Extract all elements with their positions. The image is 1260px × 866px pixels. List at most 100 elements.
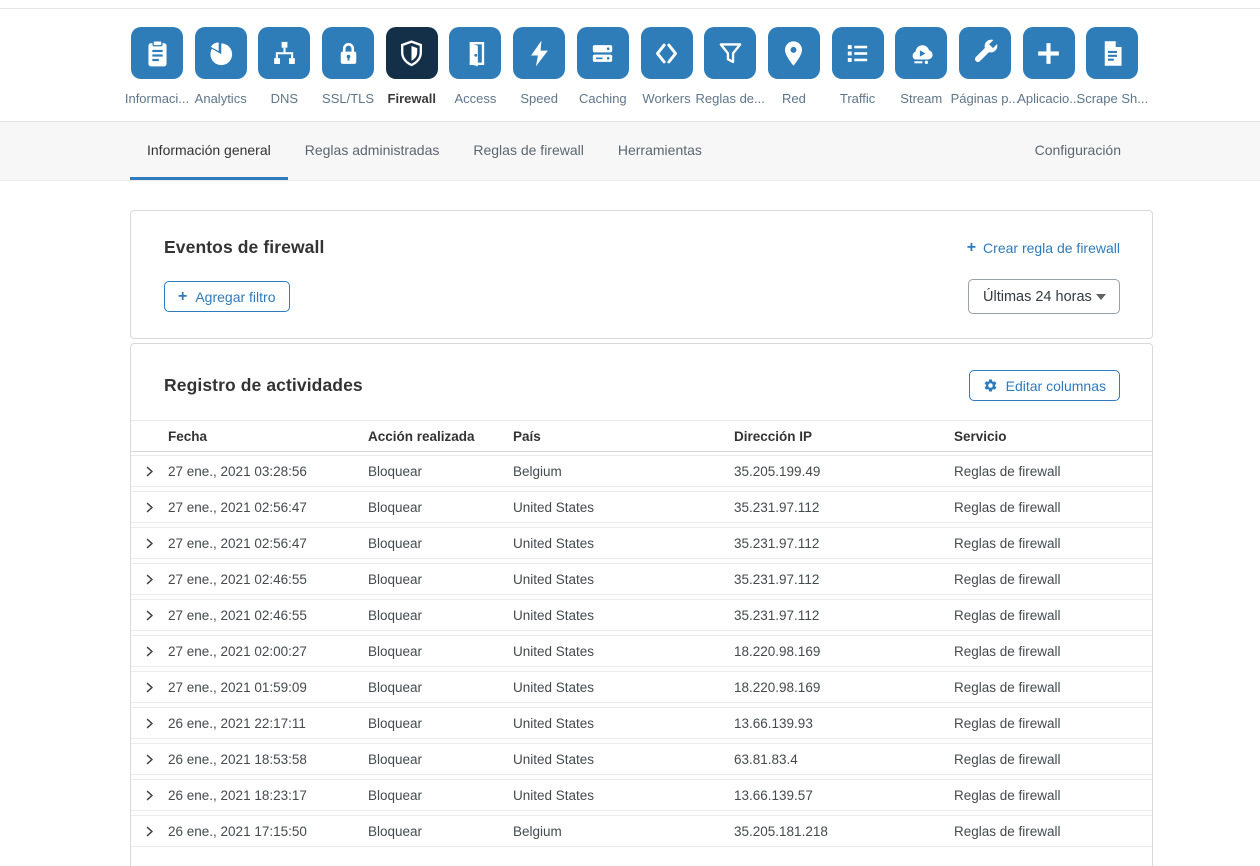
expander-cell: [131, 749, 168, 769]
tab-reglas-de-firewall[interactable]: Reglas de firewall: [456, 122, 601, 180]
expand-row-icon[interactable]: [140, 677, 160, 697]
time-range-dropdown[interactable]: Últimas 24 horas: [968, 279, 1120, 314]
edit-columns-button[interactable]: Editar columnas: [968, 370, 1120, 401]
nav-item-network[interactable]: Red: [767, 27, 820, 121]
cell-accion: Bloquear: [368, 823, 423, 839]
expander-cell: [131, 533, 168, 553]
cell-accion: Bloquear: [368, 499, 423, 515]
gear-icon: [983, 378, 998, 393]
cell-accion: Bloquear: [368, 643, 423, 659]
expand-row-icon[interactable]: [140, 605, 160, 625]
cell-servicio: Reglas de firewall: [954, 643, 1061, 659]
shield-icon: [385, 27, 438, 79]
cell-servicio: Reglas de firewall: [954, 679, 1061, 695]
app-nav: Informaci... Analytics DNS SSL/TLS Firewall A…: [0, 9, 1260, 121]
expand-row-icon[interactable]: [140, 713, 160, 733]
cell-accion: Bloquear: [368, 571, 423, 587]
table-row: 26 ene., 2021 18:53:58 Bloquear United Sta…: [131, 743, 1152, 775]
door-icon: [449, 27, 502, 79]
tab-configuracion[interactable]: Configuración: [1018, 122, 1138, 180]
cell-ip: 35.205.181.218: [734, 823, 828, 839]
nav-item-speed[interactable]: Speed: [513, 27, 566, 121]
nav-item-access[interactable]: Access: [449, 27, 502, 121]
nav-item-overview[interactable]: Informaci...: [125, 27, 189, 121]
nav-item-traffic[interactable]: Traffic: [831, 27, 884, 121]
table-row: 26 ene., 2021 22:17:11 Bloquear United Sta…: [131, 707, 1152, 739]
tab-informacion-general[interactable]: Información general: [130, 122, 288, 180]
expand-row-icon[interactable]: [140, 569, 160, 589]
cell-accion: Bloquear: [368, 679, 423, 695]
nav-item-firewall[interactable]: Firewall: [385, 27, 438, 121]
nav-item-stream[interactable]: Stream: [895, 27, 948, 121]
cell-fecha: 27 ene., 2021 02:56:47: [168, 535, 307, 551]
cell-fecha: 26 ene., 2021 17:15:50: [168, 823, 307, 839]
lightning-icon: [513, 27, 566, 79]
column-header: País: [513, 428, 541, 444]
cell-accion: Bloquear: [368, 751, 423, 767]
expand-row-icon[interactable]: [140, 785, 160, 805]
plus-icon: [1022, 27, 1075, 79]
tab-label: Reglas de firewall: [473, 141, 584, 158]
cell-fecha: 27 ene., 2021 02:46:55: [168, 571, 307, 587]
nav-item-label: Stream: [900, 91, 943, 106]
table-row: 27 ene., 2021 03:28:56 Bloquear Belgium 35.…: [131, 455, 1152, 487]
nav-item-label: SSL/TLS: [322, 91, 375, 106]
cell-pais: United States: [513, 787, 595, 803]
nav-item-page-rules[interactable]: Reglas de...: [696, 27, 765, 121]
expand-row-icon[interactable]: [140, 641, 160, 661]
table-row: 27 ene., 2021 02:46:55 Bloquear United Sta…: [131, 599, 1152, 631]
table-row: 27 ene., 2021 01:59:09 Bloquear United Sta…: [131, 671, 1152, 703]
nav-item-label: Aplicacio...: [1017, 91, 1081, 106]
wrench-icon: [958, 27, 1011, 79]
nav-item-label: Páginas p...: [950, 91, 1020, 106]
cell-ip: 13.66.139.57: [734, 787, 813, 803]
expander-cell: [131, 641, 168, 661]
pie-chart-icon: [194, 27, 247, 79]
cell-fecha: 26 ene., 2021 18:23:17: [168, 787, 307, 803]
nav-item-ssl-tls[interactable]: SSL/TLS: [322, 27, 374, 121]
funnel-icon: [704, 27, 757, 79]
tabs-left: Información general Reglas administradas R…: [130, 122, 719, 180]
nav-item-analytics[interactable]: Analytics: [195, 27, 247, 121]
table-row: 27 ene., 2021 02:46:55 Bloquear United Sta…: [131, 563, 1152, 595]
add-filter-button[interactable]: + Agregar filtro: [164, 281, 290, 312]
nav-item-label: Red: [781, 91, 806, 106]
plus-icon: +: [178, 287, 188, 305]
nav-item-custom-pages[interactable]: Páginas p...: [951, 27, 1019, 121]
nav-item-label: Speed: [520, 91, 558, 106]
expander-cell: [131, 713, 168, 733]
cell-ip: 18.220.98.169: [734, 679, 821, 695]
cell-servicio: Reglas de firewall: [954, 571, 1061, 587]
table-row: 26 ene., 2021 17:15:50 Bloquear Belgium 35.…: [131, 815, 1152, 847]
table-row: 27 ene., 2021 02:00:27 Bloquear United Sta…: [131, 635, 1152, 667]
expand-row-icon[interactable]: [140, 461, 160, 481]
nav-item-scrape-shield[interactable]: Scrape Sh...: [1077, 27, 1148, 121]
nav-item-label: DNS: [270, 91, 299, 106]
cell-servicio: Reglas de firewall: [954, 823, 1061, 839]
nav-item-workers[interactable]: Workers: [640, 27, 693, 121]
expander-cell: [131, 461, 168, 481]
column-header: Acción realizada: [368, 428, 475, 444]
nav-item-apps[interactable]: Aplicacio...: [1017, 27, 1080, 121]
cell-accion: Bloquear: [368, 787, 423, 803]
nav-item-label: Access: [454, 91, 497, 106]
expand-row-icon[interactable]: [140, 749, 160, 769]
padlock-icon: [322, 27, 375, 79]
cell-servicio: Reglas de firewall: [954, 751, 1061, 767]
tab-reglas-administradas[interactable]: Reglas administradas: [288, 122, 457, 180]
create-firewall-rule-link[interactable]: + Crear regla de firewall: [967, 239, 1120, 256]
cell-servicio: Reglas de firewall: [954, 787, 1061, 803]
cell-ip: 35.231.97.112: [734, 499, 820, 515]
firewall-events-card: Eventos de firewall + Crear regla de fir…: [130, 210, 1153, 339]
cell-ip: 13.66.139.93: [734, 715, 813, 731]
tab-herramientas[interactable]: Herramientas: [601, 122, 719, 180]
expand-row-icon[interactable]: [140, 821, 160, 841]
activity-log-card: Registro de actividades Editar columnas …: [130, 343, 1153, 866]
expand-row-icon[interactable]: [140, 497, 160, 517]
nav-item-label: Reglas de...: [695, 91, 765, 106]
column-header: Dirección IP: [734, 428, 813, 444]
nav-item-dns[interactable]: DNS: [258, 27, 311, 121]
tab-label: Herramientas: [617, 141, 702, 158]
nav-item-caching[interactable]: Caching: [576, 27, 629, 121]
expand-row-icon[interactable]: [140, 533, 160, 553]
